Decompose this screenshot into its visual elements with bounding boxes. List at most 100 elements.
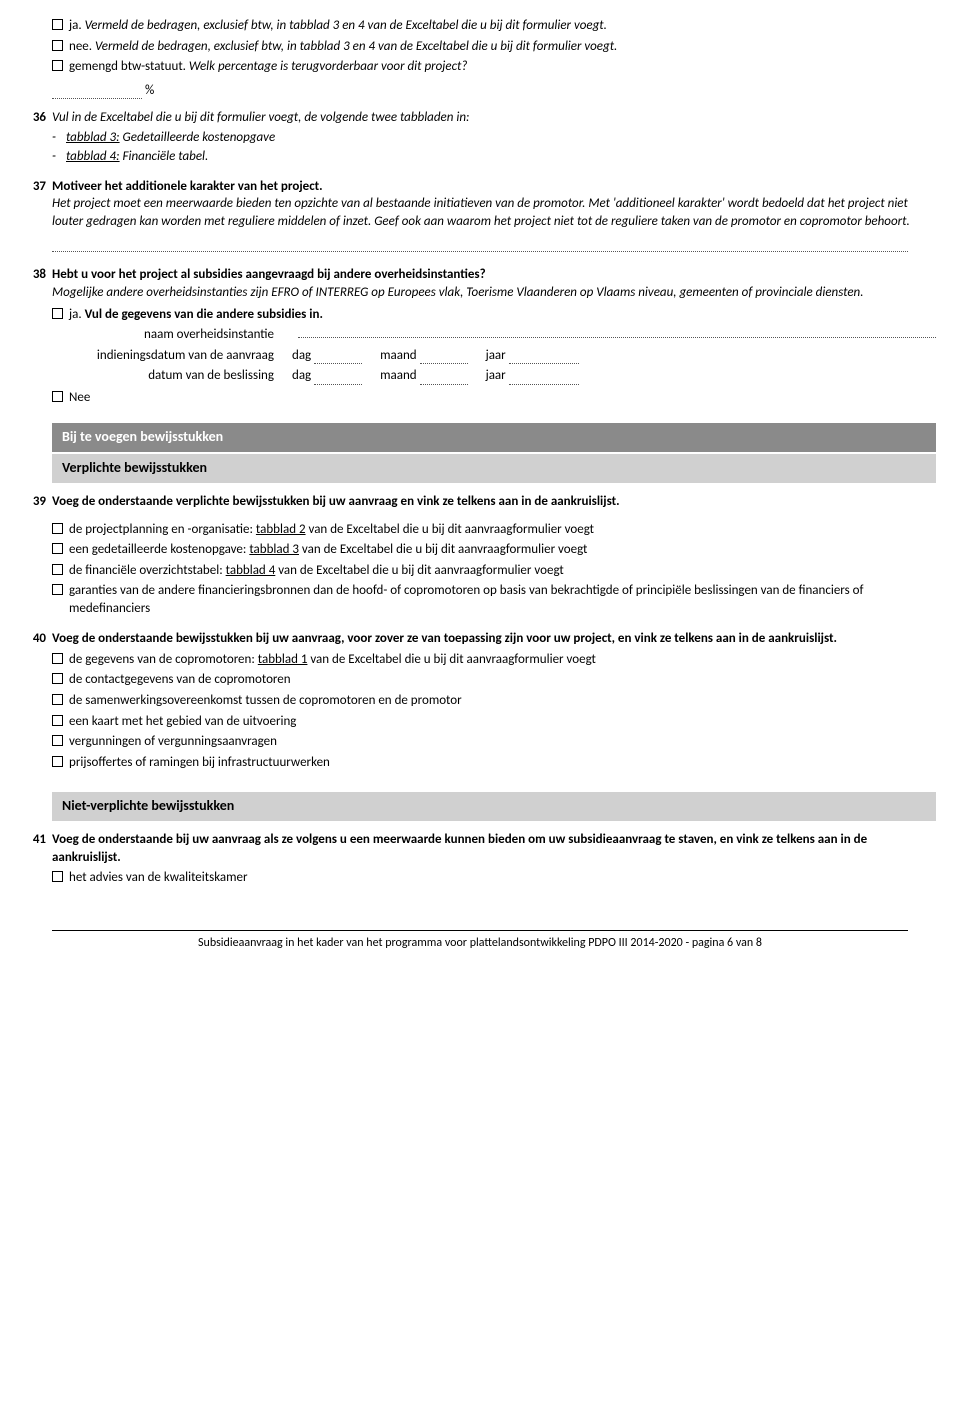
checkbox-gemengd-btw[interactable] [52, 60, 63, 71]
q39-i2b: van de Exceltabel die u bij dit aanvraag… [299, 542, 587, 557]
date-part-jaar: jaar [486, 367, 579, 385]
text-ja-rest: Vermeld de bedragen, exclusief btw, in t… [82, 18, 607, 33]
q38-ja-rest: Vul de gegevens van die andere subsidies… [82, 307, 323, 322]
label-naam-overheid: naam overheidsinstantie [52, 326, 292, 344]
answer-line-q37[interactable] [52, 240, 908, 252]
checkbox-q40-3[interactable] [52, 694, 63, 705]
q40-number: 40 [24, 630, 52, 648]
input-maand-2[interactable] [420, 373, 468, 385]
q41-number: 41 [24, 831, 52, 849]
q36-bullet1: tabblad 3: Gedetailleerde kostenopgave [66, 129, 275, 147]
section-verplicht: Verplichte bewijsstukken [52, 454, 936, 483]
checkbox-q39-4[interactable] [52, 584, 63, 595]
input-dag-1[interactable] [314, 352, 362, 364]
q39-item1: de projectplanning en -organisatie: tabb… [69, 521, 936, 539]
input-naam-overheid[interactable] [298, 326, 936, 338]
label-maand: maand [380, 348, 417, 363]
q36-number: 36 [24, 109, 52, 127]
q36-b2-rest: Financiële tabel. [120, 149, 209, 164]
checkbox-q38-ja[interactable] [52, 308, 63, 319]
page-footer: Subsidieaanvraag in het kader van het pr… [52, 930, 908, 951]
text-gemengd-rest: Welk percentage is terugvorderbaar voor … [186, 59, 467, 74]
q37-number: 37 [24, 178, 52, 196]
q39-i1u: tabblad 2 [256, 522, 306, 537]
q38-nee-text: Nee [69, 389, 936, 407]
q39-i3b: van de Exceltabel die u bij dit aanvraag… [275, 563, 563, 578]
checkbox-q40-4[interactable] [52, 715, 63, 726]
q39-number: 39 [24, 493, 52, 511]
q40-title: Voeg de onderstaande bewijsstukken bij u… [52, 630, 936, 648]
checkbox-ja-btw[interactable] [52, 19, 63, 30]
q40-item4: een kaart met het gebied van de uitvoeri… [69, 713, 936, 731]
checkbox-q38-nee[interactable] [52, 391, 63, 402]
q40-i1u: tabblad 1 [258, 652, 308, 667]
input-dag-2[interactable] [314, 373, 362, 385]
checkbox-nee-btw[interactable] [52, 40, 63, 51]
q39-i1a: de projectplanning en -organisatie: [69, 522, 256, 537]
q40-item6: prijsoffertes of ramingen bij infrastruc… [69, 754, 936, 772]
q38-ja-prefix: ja. [69, 307, 82, 322]
input-jaar-2[interactable] [509, 373, 579, 385]
q39-title: Voeg de onderstaande verplichte bewijsst… [52, 493, 936, 511]
text-gemengd-btw: gemengd btw-statuut. Welk percentage is … [69, 58, 936, 76]
text-ja-prefix: ja. [69, 18, 82, 33]
q38-ja-text: ja. Vul de gegevens van die andere subsi… [69, 306, 936, 324]
label-indieningsdatum: indieningsdatum van de aanvraag [52, 347, 292, 365]
label-jaar: jaar [486, 348, 506, 363]
text-nee-prefix: nee. [69, 39, 92, 54]
q40-i1b: van de Exceltabel die u bij dit aanvraag… [307, 652, 595, 667]
text-nee-rest: Vermeld de bedragen, exclusief btw, in t… [92, 39, 617, 54]
q36-b2-und: tabblad 4: [66, 149, 120, 164]
section-bewijsstukken: Bij te voegen bewijsstukken [52, 423, 936, 452]
q39-i3u: tabblad 4 [226, 563, 276, 578]
q39-item4: garanties van de andere financieringsbro… [69, 582, 936, 617]
checkbox-q39-2[interactable] [52, 543, 63, 554]
date-part-maand: maand [380, 347, 467, 365]
q36-b1-rest: Gedetailleerde kostenopgave [120, 130, 276, 145]
q39-i1b: van de Exceltabel die u bij dit aanvraag… [306, 522, 594, 537]
label-beslissingsdatum: datum van de beslissing [52, 367, 292, 385]
q40-item1: de gegevens van de copromotoren: tabblad… [69, 651, 936, 669]
bullet-icon: - [52, 129, 66, 147]
text-gemengd-prefix: gemengd btw-statuut. [69, 59, 186, 74]
q36-bullet2: tabblad 4: Financiële tabel. [66, 148, 208, 166]
q40-i1a: de gegevens van de copromotoren: [69, 652, 258, 667]
input-maand-1[interactable] [420, 352, 468, 364]
q40-item3: de samenwerkingsovereenkomst tussen de c… [69, 692, 936, 710]
q38-number: 38 [24, 266, 52, 284]
q39-i2u: tabblad 3 [249, 542, 299, 557]
q36-lead: Vul in de Exceltabel die u bij dit formu… [52, 109, 936, 127]
q41-item1: het advies van de kwaliteitskamer [69, 869, 936, 887]
date-part-dag: dag [292, 347, 362, 365]
checkbox-q40-6[interactable] [52, 756, 63, 767]
date-part-jaar: jaar [486, 347, 579, 365]
q36-b1-und: tabblad 3: [66, 130, 120, 145]
input-jaar-1[interactable] [509, 352, 579, 364]
q37-title: Motiveer het additionele karakter van he… [52, 178, 936, 196]
q41-title: Voeg de onderstaande bij uw aanvraag als… [52, 831, 936, 866]
checkbox-q39-1[interactable] [52, 523, 63, 534]
label-maand2: maand [380, 368, 417, 383]
percent-sign: % [145, 83, 154, 98]
label-dag: dag [292, 348, 311, 363]
q38-desc: Mogelijke andere overheidsinstanties zij… [52, 284, 936, 302]
q38-title: Hebt u voor het project al subsidies aan… [52, 266, 936, 284]
text-nee-btw: nee. Vermeld de bedragen, exclusief btw,… [69, 38, 936, 56]
text-ja-btw: ja. Vermeld de bedragen, exclusief btw, … [69, 17, 936, 35]
q40-item2: de contactgegevens van de copromotoren [69, 671, 936, 689]
q39-i2a: een gedetailleerde kostenopgave: [69, 542, 249, 557]
input-percentage[interactable] [52, 87, 142, 99]
label-dag2: dag [292, 368, 311, 383]
checkbox-q40-1[interactable] [52, 653, 63, 664]
q39-i3a: de financiële overzichtstabel: [69, 563, 226, 578]
checkbox-q40-5[interactable] [52, 735, 63, 746]
date-part-dag: dag [292, 367, 362, 385]
checkbox-q40-2[interactable] [52, 673, 63, 684]
date-part-maand: maand [380, 367, 467, 385]
q39-item2: een gedetailleerde kostenopgave: tabblad… [69, 541, 936, 559]
q40-item5: vergunningen of vergunningsaanvragen [69, 733, 936, 751]
q39-item3: de financiële overzichtstabel: tabblad 4… [69, 562, 936, 580]
checkbox-q39-3[interactable] [52, 564, 63, 575]
bullet-icon: - [52, 148, 66, 166]
checkbox-q41-1[interactable] [52, 871, 63, 882]
